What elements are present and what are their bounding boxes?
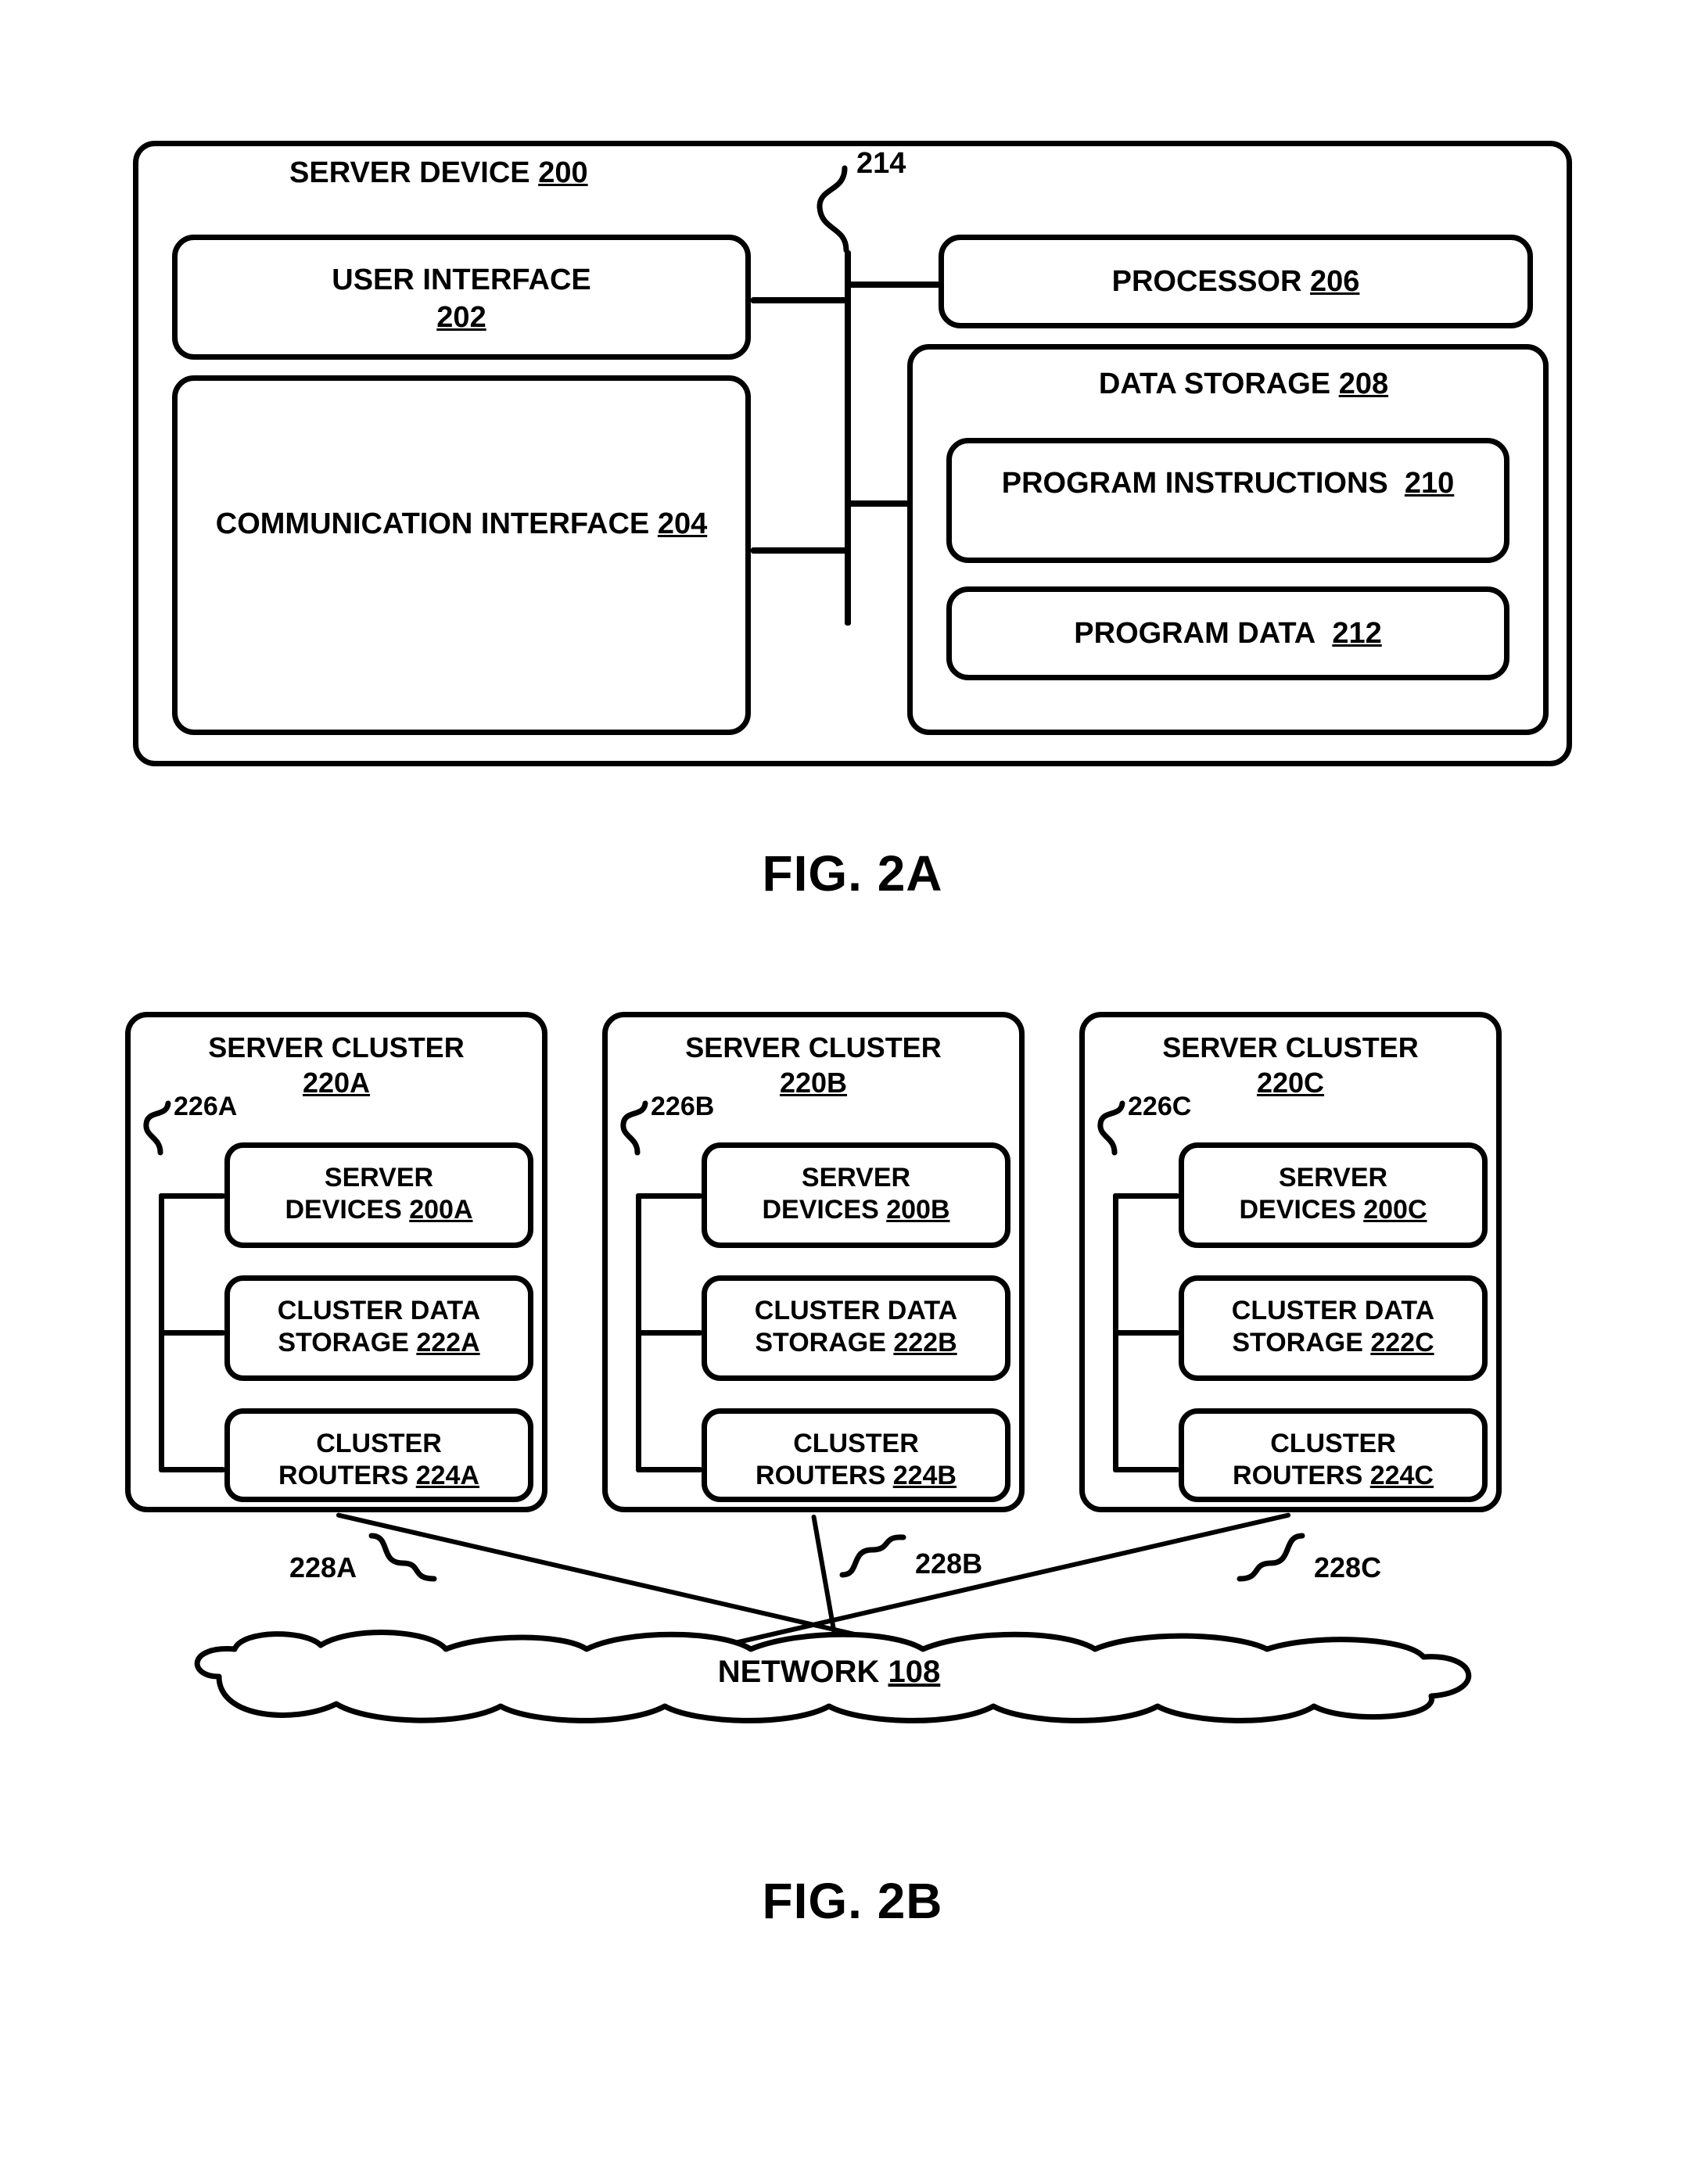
communication-interface-label: COMMUNICATION INTERFACE bbox=[216, 507, 650, 540]
cluster-a-title: SERVER CLUSTER220A bbox=[131, 1017, 542, 1100]
cluster-c-bus-h1 bbox=[1113, 1193, 1179, 1199]
cluster-c-bus-h2 bbox=[1113, 1330, 1179, 1336]
user-interface-box: USER INTERFACE 202 bbox=[172, 235, 751, 360]
cluster-a-storage: CLUSTER DATA STORAGE 222A bbox=[224, 1275, 533, 1381]
cluster-c-devices: SERVER DEVICES 200C bbox=[1179, 1142, 1488, 1248]
server-device-title: SERVER DEVICE 200 bbox=[289, 156, 588, 190]
program-instructions-label: PROGRAM INSTRUCTIONS bbox=[1002, 467, 1388, 500]
cluster-c-routers: CLUSTER ROUTERS 224C bbox=[1179, 1408, 1488, 1502]
server-cluster-b: SERVER CLUSTER220B 226B SERVER DEVICES 2… bbox=[602, 1012, 1025, 1512]
cluster-c-bus-h3 bbox=[1113, 1467, 1179, 1472]
cluster-b-title: SERVER CLUSTER220B bbox=[608, 1017, 1019, 1100]
user-interface-label: USER INTERFACE bbox=[332, 264, 590, 296]
cluster-b-storage: CLUSTER DATA STORAGE 222B bbox=[702, 1275, 1010, 1381]
bus-vertical bbox=[845, 250, 851, 626]
bus-to-processor bbox=[849, 282, 940, 288]
data-storage-title: DATA STORAGE 208 bbox=[1009, 368, 1478, 401]
cluster-c-bus-ref: 226C bbox=[1128, 1092, 1191, 1122]
cluster-a-devices: SERVER DEVICES 200A bbox=[224, 1142, 533, 1248]
cluster-a-routers: CLUSTER ROUTERS 224A bbox=[224, 1408, 533, 1502]
user-interface-ref: 202 bbox=[436, 301, 486, 334]
processor-ref: 206 bbox=[1310, 265, 1359, 298]
network-label: NETWORK 108 bbox=[172, 1622, 1486, 1690]
communication-interface-box: COMMUNICATION INTERFACE 204 bbox=[172, 375, 751, 735]
server-cluster-a: SERVER CLUSTER220A 226A SERVER DEVICES 2… bbox=[125, 1012, 547, 1512]
page: SERVER DEVICE 200 214 USER INTERFACE 202… bbox=[31, 94, 1674, 1930]
cluster-b-bus-ref: 226B bbox=[651, 1092, 714, 1122]
cluster-a-bus-h1 bbox=[159, 1193, 225, 1199]
link-b-ref: 228B bbox=[915, 1547, 982, 1580]
cluster-b-bus-h1 bbox=[636, 1193, 702, 1199]
program-data-label: PROGRAM DATA bbox=[1074, 617, 1316, 650]
link-a-ref: 228A bbox=[289, 1551, 357, 1584]
network-cloud: NETWORK 108 bbox=[172, 1622, 1486, 1723]
bus-to-communication bbox=[751, 547, 847, 554]
bus-to-data-storage bbox=[849, 500, 909, 507]
program-instructions-ref: 210 bbox=[1405, 467, 1454, 500]
processor-label: PROCESSOR bbox=[1112, 265, 1302, 298]
cluster-b-routers: CLUSTER ROUTERS 224B bbox=[702, 1408, 1010, 1502]
bus-ref-label: 214 bbox=[856, 147, 906, 181]
program-instructions-box: PROGRAM INSTRUCTIONS 210 bbox=[946, 438, 1509, 563]
cluster-b-bus-h2 bbox=[636, 1330, 702, 1336]
fig-2a: SERVER DEVICE 200 214 USER INTERFACE 202… bbox=[70, 94, 1635, 798]
cluster-b-devices: SERVER DEVICES 200B bbox=[702, 1142, 1010, 1248]
link-a-leader bbox=[368, 1536, 438, 1583]
cluster-b-bus-h3 bbox=[636, 1467, 702, 1472]
program-data-ref: 212 bbox=[1332, 617, 1381, 650]
fig-2a-caption: FIG. 2A bbox=[31, 845, 1674, 902]
program-data-box: PROGRAM DATA 212 bbox=[946, 586, 1509, 680]
bus-to-user-interface bbox=[751, 297, 847, 303]
fig-2b: SERVER CLUSTER220A 226A SERVER DEVICES 2… bbox=[70, 996, 1635, 1778]
link-b-leader bbox=[841, 1536, 911, 1583]
cluster-c-title: SERVER CLUSTER220C bbox=[1085, 1017, 1496, 1100]
communication-interface-ref: 204 bbox=[658, 507, 707, 540]
cluster-a-bus-h2 bbox=[159, 1330, 225, 1336]
cluster-a-bus-ref: 226A bbox=[174, 1092, 237, 1122]
processor-box: PROCESSOR 206 bbox=[939, 235, 1533, 328]
server-cluster-c: SERVER CLUSTER220C 226C SERVER DEVICES 2… bbox=[1079, 1012, 1502, 1512]
link-c-leader bbox=[1236, 1536, 1306, 1583]
fig-2b-caption: FIG. 2B bbox=[31, 1872, 1674, 1930]
link-c-ref: 228C bbox=[1314, 1551, 1381, 1584]
cluster-a-bus-h3 bbox=[159, 1467, 225, 1472]
cluster-c-storage: CLUSTER DATA STORAGE 222C bbox=[1179, 1275, 1488, 1381]
